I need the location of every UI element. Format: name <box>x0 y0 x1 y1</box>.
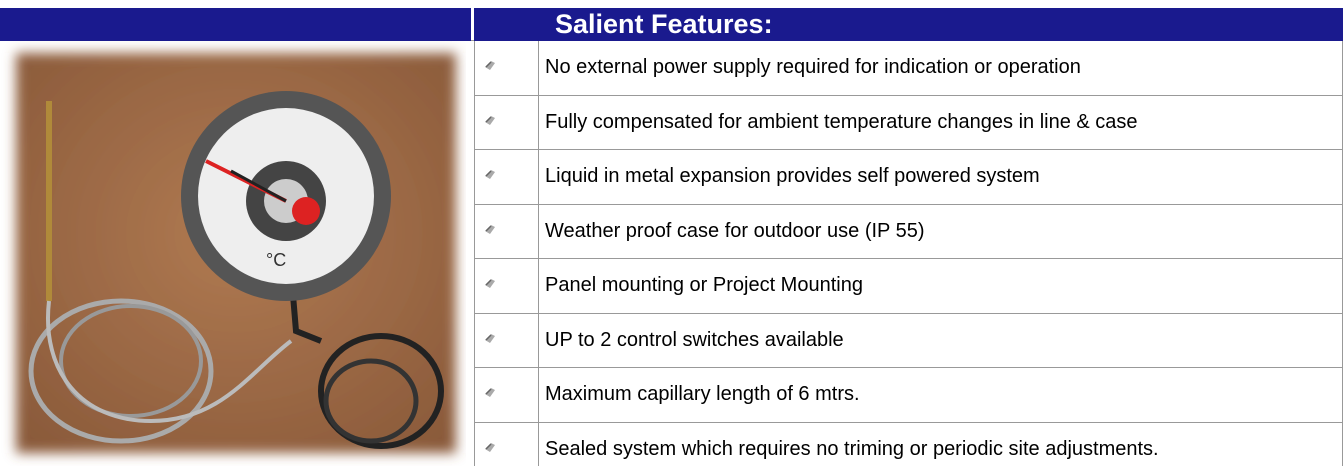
bullet <box>475 204 539 259</box>
page: Salient Features: °C <box>0 0 1343 466</box>
feature-text: Maximum capillary length of 6 mtrs. <box>539 368 1343 423</box>
bullet-icon <box>483 385 497 399</box>
svg-text:°C: °C <box>266 250 286 270</box>
feature-text: No external power supply required for in… <box>539 41 1343 96</box>
bullet <box>475 368 539 423</box>
features-table: Salient Features: °C <box>0 8 1343 466</box>
feature-text: Weather proof case for outdoor use (IP 5… <box>539 204 1343 259</box>
header-row: Salient Features: <box>1 9 1343 41</box>
bullet <box>475 150 539 205</box>
bullet <box>475 95 539 150</box>
bullet-icon <box>483 276 497 290</box>
feature-text: Liquid in metal expansion provides self … <box>539 150 1343 205</box>
bullet-icon <box>483 440 497 454</box>
title: Salient Features: <box>475 9 1343 41</box>
gauge-photo: °C <box>1 41 466 466</box>
bullet-icon <box>483 58 497 72</box>
bullet <box>475 259 539 314</box>
feature-text: Sealed system which requires no triming … <box>539 422 1343 466</box>
feature-text: Fully compensated for ambient temperatur… <box>539 95 1343 150</box>
bullet-icon <box>483 331 497 345</box>
product-image: °C <box>1 41 475 466</box>
bullet <box>475 41 539 96</box>
feature-text: Panel mounting or Project Mounting <box>539 259 1343 314</box>
feature-text: UP to 2 control switches available <box>539 313 1343 368</box>
bullet <box>475 422 539 466</box>
bullet-icon <box>483 167 497 181</box>
bullet-icon <box>483 113 497 127</box>
bullet <box>475 313 539 368</box>
bullet-icon <box>483 222 497 236</box>
feature-row: °C No external power supply required for… <box>1 41 1343 96</box>
header-blank <box>1 9 471 41</box>
